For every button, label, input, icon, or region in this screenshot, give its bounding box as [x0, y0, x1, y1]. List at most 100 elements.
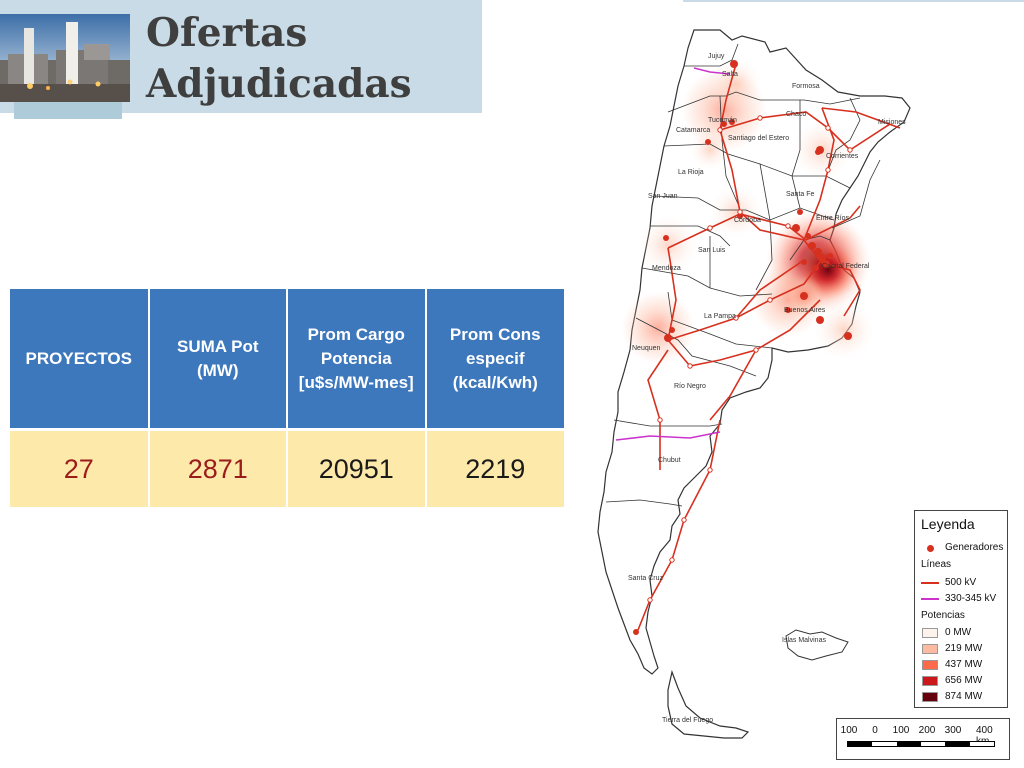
generator-dot — [669, 327, 675, 333]
generator-dot — [815, 149, 821, 155]
line-500kv — [819, 261, 861, 317]
awarded-offers-table: PROYECTOS SUMA Pot (MW) Prom Cargo Poten… — [10, 289, 564, 507]
line-500kv — [735, 259, 805, 319]
legend-lines-title: Líneas — [921, 559, 952, 570]
legend-power-label: 437 MW — [945, 659, 983, 670]
power-swatch-icon — [922, 691, 938, 702]
province-border — [791, 100, 801, 209]
scale-label: 200 — [918, 725, 936, 736]
generator-dot — [814, 248, 822, 256]
line-500kv — [647, 349, 669, 470]
substation-marker — [785, 223, 791, 229]
generator-dot — [785, 307, 791, 313]
generator-dot — [664, 334, 672, 342]
generator-dot — [800, 292, 808, 300]
legend-power-label: 874 MW — [945, 691, 983, 702]
generator-dot — [797, 209, 803, 215]
line-500kv — [821, 107, 901, 129]
substation-marker — [681, 517, 687, 523]
power-density-blob — [710, 58, 762, 110]
substation-marker — [647, 597, 653, 603]
legend-500kv-label: 500 kV — [945, 577, 977, 588]
map-label: Corrientes — [826, 153, 859, 160]
power-swatch-icon — [922, 627, 938, 638]
substation-marker — [825, 167, 831, 173]
legend-power-label: 656 MW — [945, 675, 983, 686]
legend-item-power-0: 0 MW — [921, 627, 971, 638]
substation-marker — [669, 557, 675, 563]
province-border — [719, 95, 739, 205]
province-border — [650, 225, 731, 247]
province-border — [613, 419, 723, 427]
substation-marker — [847, 147, 853, 153]
line-500kv — [805, 205, 861, 241]
substation-marker — [717, 127, 723, 133]
generator-dot — [808, 242, 816, 250]
line-500kv — [637, 419, 721, 631]
map-label: Chubut — [658, 457, 681, 464]
substation-marker — [657, 417, 663, 423]
scale-label: 100 — [840, 725, 858, 736]
generator-dot — [633, 629, 639, 635]
generator-dot — [816, 316, 824, 324]
power-plant-photo — [0, 14, 130, 102]
legend-item-power-4: 874 MW — [921, 691, 982, 702]
province-border — [755, 163, 773, 291]
map-label: Neuquen — [632, 345, 661, 352]
tierra-del-fuego-shape — [667, 669, 750, 739]
province-border — [789, 235, 831, 261]
substation-marker — [687, 363, 693, 369]
legend-power-label: 219 MW — [945, 643, 983, 654]
title-banner-shadow — [14, 100, 122, 119]
header-proyectos: PROYECTOS — [10, 289, 150, 430]
value-prom-cargo-potencia: 20951 — [287, 428, 427, 507]
legend-item-500kv: 500 kV — [921, 577, 976, 588]
generator-dot — [801, 259, 807, 265]
generator-dot — [730, 60, 738, 68]
power-density-blob — [622, 292, 694, 364]
value-suma-pot: 2871 — [148, 428, 288, 507]
scale-label: 0 — [872, 725, 878, 736]
substation-marker — [767, 297, 773, 303]
map-canvas: Jujuy Salta Formosa Chaco Misiones Catamarca S… — [597, 29, 911, 739]
header-prom-cons-especif: Prom Cons especif (kcal/Kwh) — [425, 289, 564, 430]
scale-label: 100 — [892, 725, 910, 736]
substation-marker — [733, 315, 739, 321]
legend-330kv-label: 330-345 kV — [945, 593, 997, 604]
map-label: Córdoba — [734, 217, 761, 224]
map-label: Islas Malvinas — [782, 637, 826, 644]
map-label: Jujuy — [708, 53, 725, 60]
map-label: Entre Ríos — [816, 215, 850, 222]
generator-dot — [818, 254, 826, 262]
map-label: Capital Federal — [822, 263, 870, 270]
header-prom-cargo-potencia: Prom Cargo Potencia [u$s/MW-mes] — [287, 289, 427, 430]
legend-generators-label: Generadores — [945, 542, 1004, 553]
value-proyectos: 27 — [10, 428, 150, 507]
generator-dot — [663, 235, 669, 241]
map-label: San Juan — [648, 193, 678, 200]
map-label: Catamarca — [676, 127, 710, 134]
table-row: 27 2871 20951 2219 — [10, 428, 564, 507]
legend-item-power-1: 219 MW — [921, 643, 982, 654]
map-label: Tucumán — [708, 117, 737, 124]
malvinas-shape — [785, 629, 849, 661]
generator-dot — [737, 213, 743, 219]
map-label: Chaco — [786, 111, 806, 118]
substation-marker — [753, 347, 759, 353]
power-density-blob — [638, 215, 698, 275]
scale-bar: 100 0 100 200 300 400 km — [836, 718, 1010, 760]
power-density-blob — [690, 130, 730, 170]
top-divider — [683, 0, 1024, 2]
line-500kv — [719, 111, 891, 152]
line-330kv — [615, 431, 721, 441]
generator-dot-icon — [927, 544, 934, 552]
generator-dot — [844, 332, 852, 340]
province-border — [635, 317, 757, 377]
legend-power-title: Potencias — [921, 610, 965, 621]
substation-marker — [825, 125, 831, 131]
generator-dot — [792, 224, 800, 232]
scale-labels: 100 0 100 200 300 400 km — [837, 725, 1009, 747]
map-label: Santiago del Estero — [728, 135, 789, 142]
map-label: Formosa — [792, 83, 820, 90]
power-swatch-icon — [922, 659, 938, 670]
